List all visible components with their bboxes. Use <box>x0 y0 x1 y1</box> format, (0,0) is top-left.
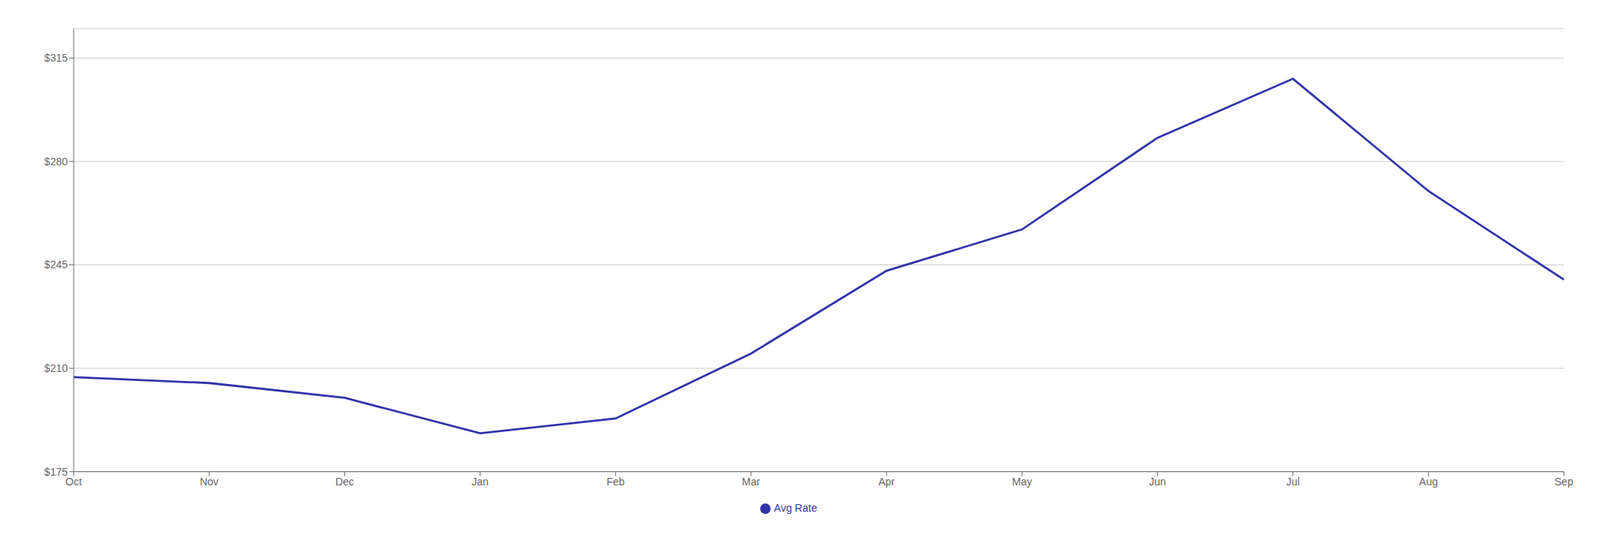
svg-text:$210: $210 <box>44 362 68 375</box>
svg-text:Jun: Jun <box>1148 475 1167 488</box>
svg-text:Feb: Feb <box>606 475 625 488</box>
svg-text:Nov: Nov <box>200 475 219 488</box>
svg-text:$245: $245 <box>44 258 68 271</box>
svg-text:Dec: Dec <box>335 475 355 488</box>
svg-text:Jul: Jul <box>1286 475 1300 488</box>
svg-text:Sep: Sep <box>1554 475 1574 488</box>
svg-text:$175: $175 <box>44 466 68 479</box>
html-text:Avg Rate: Avg Rate <box>773 502 818 515</box>
svg-text:Oct: Oct <box>65 475 82 488</box>
svg-text:May: May <box>1012 475 1032 488</box>
svg-text:Apr: Apr <box>878 475 895 488</box>
svg-text:$280: $280 <box>44 155 68 168</box>
svg-text:Aug: Aug <box>1418 475 1438 488</box>
svg-text:$315: $315 <box>44 51 68 64</box>
svg-text:Jan: Jan <box>471 475 489 488</box>
svg-text:Mar: Mar <box>742 475 761 488</box>
